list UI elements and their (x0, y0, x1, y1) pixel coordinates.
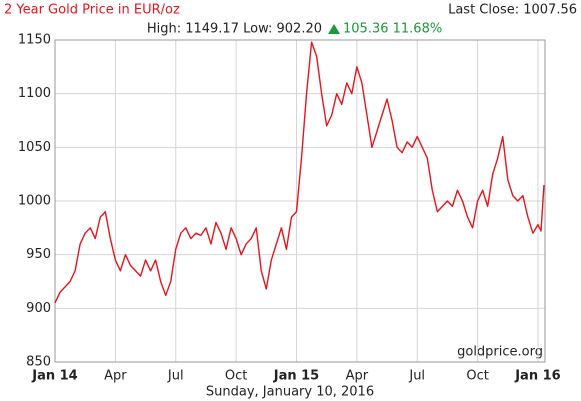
x-tick-label: Jan 14 (31, 369, 77, 384)
x-tick-label: Jul (167, 369, 184, 384)
y-tick-label: 850 (26, 355, 51, 370)
last-close: Last Close: 1007.56 (448, 3, 577, 18)
x-tick-label: Jan 15 (273, 369, 319, 384)
y-tick-label: 900 (26, 301, 51, 316)
y-tick-label: 1150 (18, 33, 51, 48)
y-tick-label: 1100 (18, 86, 51, 101)
x-tick-label: Oct (225, 369, 247, 384)
high-low: High: 1149.17 Low: 902.20 (147, 22, 322, 37)
price-line (54, 41, 545, 304)
x-tick-label: Oct (466, 369, 488, 384)
up-arrow (328, 24, 340, 34)
y-tick-label: 1050 (18, 140, 51, 155)
x-tick-label: Jan 16 (514, 369, 560, 384)
y-tick-label: 950 (26, 247, 51, 262)
x-tick-label: Apr (346, 369, 369, 384)
plot-border (54, 39, 546, 363)
date: Sunday, January 10, 2016 (206, 385, 374, 400)
x-tick-label: Apr (104, 369, 127, 384)
chart-title: 2 Year Gold Price in EUR/oz (4, 3, 180, 18)
x-tick-label: Jul (408, 369, 425, 384)
watermark: goldprice.org (457, 345, 543, 360)
change: 105.36 11.68% (343, 22, 442, 37)
y-tick-label: 1000 (18, 194, 51, 209)
